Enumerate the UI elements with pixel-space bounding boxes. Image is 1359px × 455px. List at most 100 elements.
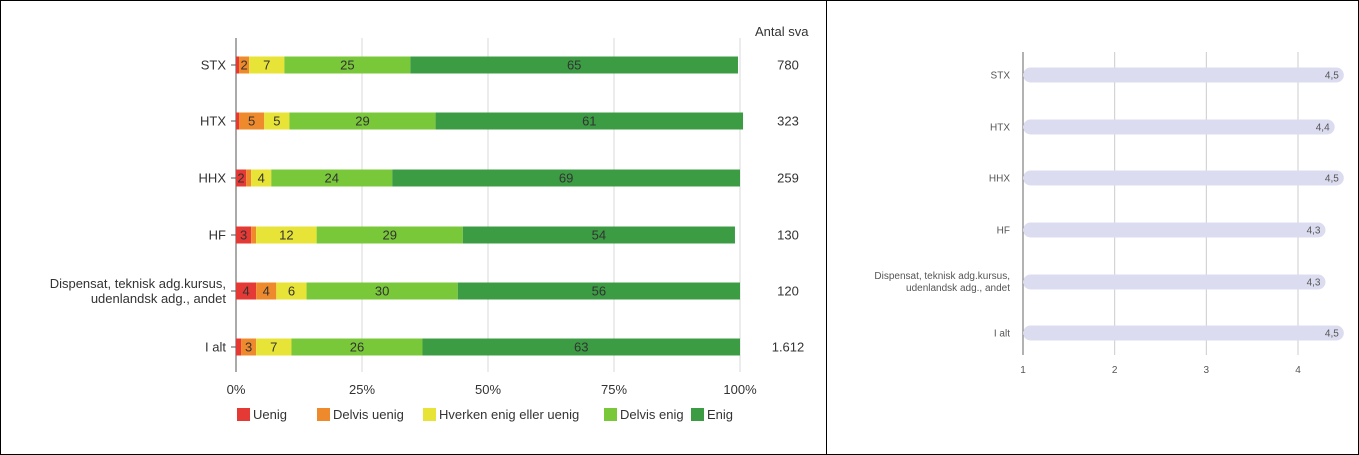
bar-segment [251,226,257,244]
bar [1023,274,1326,290]
legend-label: Hverken enig eller uenig [439,407,579,422]
bar-segment [291,338,423,356]
legend-label: Uenig [253,407,287,422]
bar-segment [306,282,458,300]
data-label: 69 [559,171,573,186]
bar-segment [236,112,240,130]
category-label: HHX [199,171,227,186]
bar-segment [246,169,252,187]
category-label: HF [209,228,226,243]
x-tick-label: 100% [723,382,757,397]
legend-swatch [423,408,436,421]
count-value: 120 [777,284,799,299]
value-label: 4,5 [1325,174,1339,185]
bar-segment [276,282,307,300]
bar [1023,170,1344,186]
data-label: 12 [279,228,293,243]
data-label: 25 [340,58,354,73]
bar-segment [256,226,317,244]
bar-segment [271,169,393,187]
bar [1023,325,1344,341]
bar-segment [251,169,272,187]
bar-segment [236,226,252,244]
x-tick-label: 4 [1295,365,1301,376]
panel-divider [826,0,827,455]
bar-segment [256,282,277,300]
bar-segment [236,56,240,74]
x-tick-label: 50% [475,382,501,397]
data-label: 63 [574,340,588,355]
category-label: udenlandsk adg., andet [906,283,1010,294]
bar-segment [236,282,257,300]
data-label: 5 [248,114,255,129]
category-label: Dispensat, teknisk adg.kursus, [874,271,1010,282]
count-value: 780 [777,58,799,73]
bar [1023,119,1335,135]
category-label: HTX [200,114,226,129]
bar-segment [239,56,250,74]
bar-segment [264,112,290,130]
bar-segment [457,282,740,300]
value-label: 4,3 [1307,226,1321,237]
value-label: 4,5 [1325,71,1339,82]
x-tick-label: 2 [1112,365,1118,376]
bar-segment [236,169,247,187]
data-label: 30 [375,284,389,299]
category-label: I alt [994,329,1010,340]
bar-segment [435,112,744,130]
data-label: 2 [237,171,244,186]
bar-segment [241,338,257,356]
data-label: 7 [263,58,270,73]
bar-segment [410,56,738,74]
data-label: 29 [355,114,369,129]
bar-segment [284,56,411,74]
bar [1023,67,1344,83]
x-tick-label: 1 [1020,365,1026,376]
legend-swatch [317,408,330,421]
legend-swatch [691,408,704,421]
count-value: 323 [777,114,799,129]
category-label: STX [201,58,227,73]
x-tick-label: 0% [227,382,246,397]
data-label: 26 [350,340,364,355]
legend-label: Delvis enig [620,407,684,422]
mean-score-chart: 1 2 3 4 STX 4,5 HTX 4,4 HHX 4,5 HF 4,3 Dispensat, te… [874,52,1344,376]
x-tick-label: 3 [1204,365,1210,376]
data-label: 3 [240,228,247,243]
bar [1023,222,1326,238]
x-tick-label: 75% [601,382,627,397]
bar-segment [249,56,285,74]
x-tick-label: 25% [349,382,375,397]
category-label: STX [991,71,1011,82]
data-label: 24 [325,171,339,186]
data-label: 65 [567,58,581,73]
legend-label: Enig [707,407,733,422]
bar-segment [256,338,292,356]
data-label: 54 [592,228,606,243]
category-label: I alt [205,340,226,355]
data-label: 4 [242,284,249,299]
category-label: udenlandsk adg., andet [91,291,227,306]
count-value: 1.612 [772,340,805,355]
legend-swatch [604,408,617,421]
data-label: 2 [240,58,247,73]
value-label: 4,4 [1316,123,1330,134]
count-header: Antal sva [755,24,809,39]
data-label: 61 [582,114,596,129]
count-value: 130 [777,228,799,243]
legend-swatch [237,408,250,421]
data-label: 4 [258,171,265,186]
category-label: HF [997,226,1010,237]
data-label: 5 [273,114,280,129]
value-label: 4,3 [1307,278,1321,289]
data-label: 6 [288,284,295,299]
legend-label: Delvis uenig [333,407,404,422]
category-label: HHX [989,174,1010,185]
data-label: 7 [270,340,277,355]
bar-segment [316,226,463,244]
category-label: HTX [990,123,1010,134]
bar-segment [392,169,740,187]
data-label: 29 [382,228,396,243]
data-label: 3 [245,340,252,355]
